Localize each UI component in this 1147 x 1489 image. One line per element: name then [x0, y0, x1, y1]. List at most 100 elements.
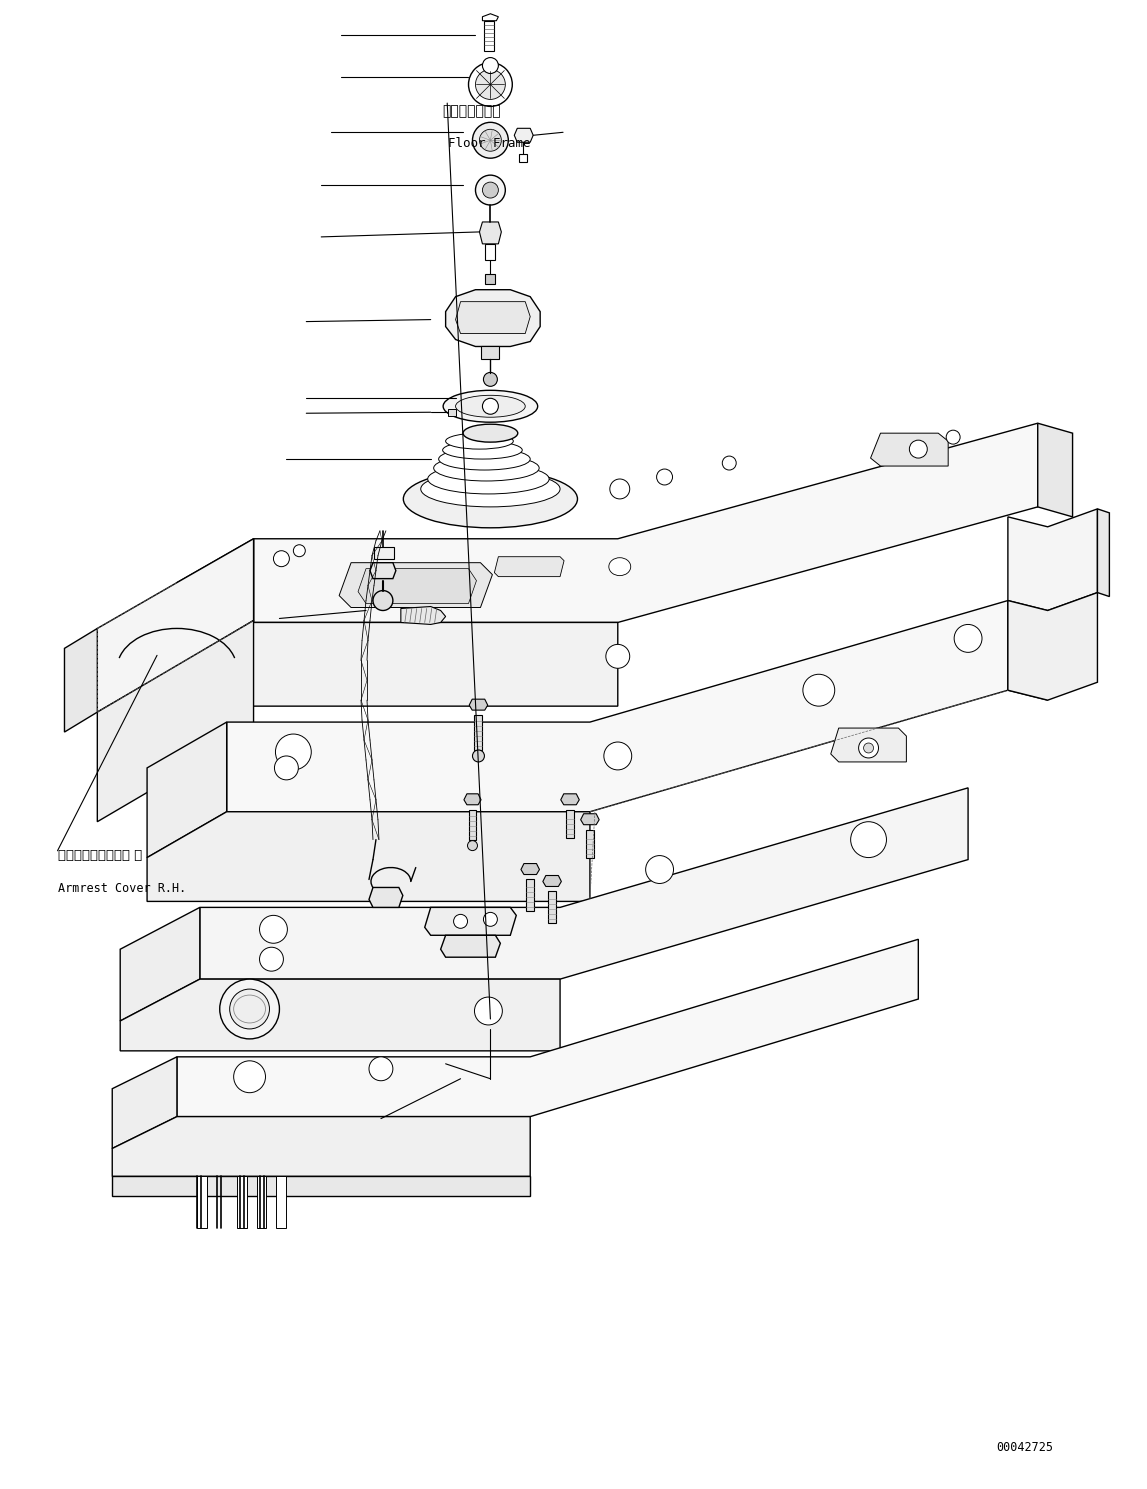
Text: Armrest Cover R.H.: Armrest Cover R.H.	[57, 881, 186, 895]
Polygon shape	[514, 128, 533, 143]
Polygon shape	[485, 244, 496, 259]
Circle shape	[483, 182, 498, 198]
Ellipse shape	[609, 558, 631, 576]
Polygon shape	[520, 155, 528, 162]
Circle shape	[479, 130, 501, 152]
Ellipse shape	[446, 433, 514, 450]
Circle shape	[373, 591, 393, 610]
Text: 00042725: 00042725	[996, 1441, 1053, 1455]
Polygon shape	[830, 728, 906, 762]
Circle shape	[606, 645, 630, 669]
Polygon shape	[112, 1117, 530, 1176]
Polygon shape	[177, 940, 919, 1117]
Ellipse shape	[443, 390, 538, 423]
Circle shape	[483, 58, 498, 73]
Ellipse shape	[438, 448, 530, 471]
Circle shape	[468, 63, 513, 106]
Polygon shape	[485, 274, 496, 284]
Ellipse shape	[443, 441, 522, 459]
Polygon shape	[482, 347, 499, 359]
Polygon shape	[469, 700, 487, 710]
Circle shape	[476, 70, 506, 100]
Circle shape	[646, 856, 673, 883]
Polygon shape	[468, 810, 476, 840]
Polygon shape	[484, 21, 494, 51]
Polygon shape	[369, 887, 403, 907]
Polygon shape	[64, 628, 97, 733]
Polygon shape	[400, 606, 446, 624]
Ellipse shape	[463, 424, 517, 442]
Polygon shape	[97, 621, 253, 822]
Polygon shape	[1008, 593, 1098, 700]
Circle shape	[483, 398, 498, 414]
Circle shape	[910, 441, 927, 459]
Circle shape	[610, 479, 630, 499]
Polygon shape	[580, 814, 599, 825]
Circle shape	[294, 545, 305, 557]
Ellipse shape	[434, 456, 539, 481]
Polygon shape	[236, 1176, 247, 1228]
Polygon shape	[253, 423, 1038, 622]
Ellipse shape	[404, 471, 577, 527]
Polygon shape	[494, 557, 564, 576]
Polygon shape	[197, 1176, 206, 1228]
Polygon shape	[586, 829, 594, 858]
Circle shape	[483, 372, 498, 386]
Polygon shape	[177, 539, 253, 669]
Polygon shape	[475, 715, 483, 750]
Polygon shape	[543, 876, 561, 886]
Ellipse shape	[421, 471, 560, 506]
Circle shape	[476, 176, 506, 205]
Circle shape	[220, 980, 280, 1039]
Polygon shape	[483, 13, 498, 21]
Circle shape	[274, 756, 298, 780]
Polygon shape	[561, 794, 579, 804]
Circle shape	[603, 742, 632, 770]
Polygon shape	[871, 433, 949, 466]
Polygon shape	[526, 880, 535, 911]
Polygon shape	[374, 546, 393, 558]
Polygon shape	[1008, 600, 1047, 700]
Polygon shape	[177, 622, 618, 706]
Polygon shape	[1008, 509, 1098, 610]
Polygon shape	[257, 1176, 266, 1228]
Circle shape	[275, 734, 311, 770]
Polygon shape	[479, 222, 501, 244]
Circle shape	[946, 430, 960, 444]
Circle shape	[475, 998, 502, 1024]
Polygon shape	[455, 302, 530, 334]
Polygon shape	[147, 812, 590, 901]
Polygon shape	[440, 935, 500, 957]
Ellipse shape	[428, 465, 549, 494]
Polygon shape	[120, 907, 200, 1021]
Ellipse shape	[455, 395, 525, 417]
Polygon shape	[112, 1176, 530, 1196]
Polygon shape	[97, 539, 253, 712]
Polygon shape	[276, 1176, 287, 1228]
Polygon shape	[463, 794, 481, 804]
Circle shape	[468, 841, 477, 850]
Circle shape	[723, 456, 736, 471]
Polygon shape	[340, 563, 492, 608]
Circle shape	[954, 624, 982, 652]
Circle shape	[259, 947, 283, 971]
Circle shape	[369, 1057, 393, 1081]
Polygon shape	[227, 600, 1008, 812]
Circle shape	[473, 122, 508, 158]
Polygon shape	[112, 1057, 177, 1148]
Polygon shape	[446, 290, 540, 347]
Polygon shape	[1098, 509, 1109, 597]
Polygon shape	[565, 810, 574, 838]
Circle shape	[259, 916, 288, 943]
Polygon shape	[424, 907, 516, 935]
Polygon shape	[370, 563, 396, 579]
Polygon shape	[200, 788, 968, 980]
Circle shape	[473, 750, 484, 762]
Polygon shape	[447, 409, 455, 417]
Text: アームレストカバー 右: アームレストカバー 右	[57, 849, 142, 862]
Circle shape	[273, 551, 289, 567]
Circle shape	[656, 469, 672, 485]
Polygon shape	[548, 892, 556, 923]
Polygon shape	[521, 864, 539, 874]
Polygon shape	[120, 980, 560, 1051]
